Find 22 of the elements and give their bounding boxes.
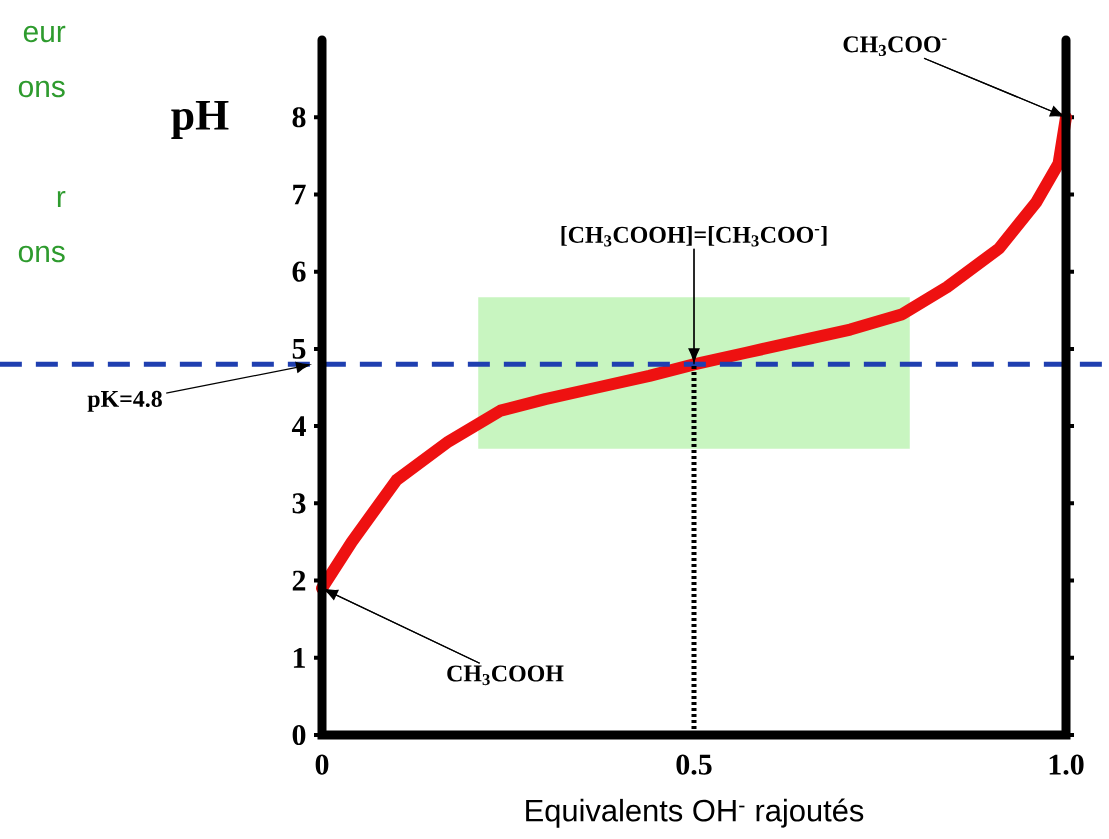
x-axis-title: Equivalents OH$^{-}$ rajoutés bbox=[526, 798, 864, 828]
annotation: [CH$_{3}$COOH]=[CH$_{3}$COO$^{-}$] bbox=[561, 226, 827, 247]
y-axis-title: pH bbox=[171, 100, 229, 139]
y-tick-label: 1 bbox=[293, 647, 305, 668]
y-tick-label: 8 bbox=[292, 107, 306, 128]
y-tick-label: 4 bbox=[291, 416, 306, 436]
y-tick-label: 0 bbox=[292, 724, 306, 746]
text: ons bbox=[18, 245, 65, 263]
text: r bbox=[57, 190, 66, 208]
text: ons bbox=[18, 80, 65, 98]
y-tick-label: 7 bbox=[293, 184, 306, 205]
y-tick-label: 5 bbox=[292, 338, 306, 359]
x-tick-label: 1.0 bbox=[1049, 754, 1084, 775]
text: eur bbox=[23, 25, 66, 43]
ref-line-label: pK=4.8 bbox=[87, 390, 162, 412]
y-tick-label: 3 bbox=[292, 493, 306, 514]
x-tick-label: 0.5 bbox=[676, 754, 712, 775]
y-tick-label: 2 bbox=[292, 570, 306, 591]
annotation: CH$_{3}$COO$^{-}$ bbox=[843, 36, 947, 57]
annotation: CH$_{3}$COOH bbox=[447, 665, 564, 686]
y-tick-label: 6 bbox=[292, 261, 306, 282]
x-tick-label: 0 bbox=[315, 754, 329, 775]
